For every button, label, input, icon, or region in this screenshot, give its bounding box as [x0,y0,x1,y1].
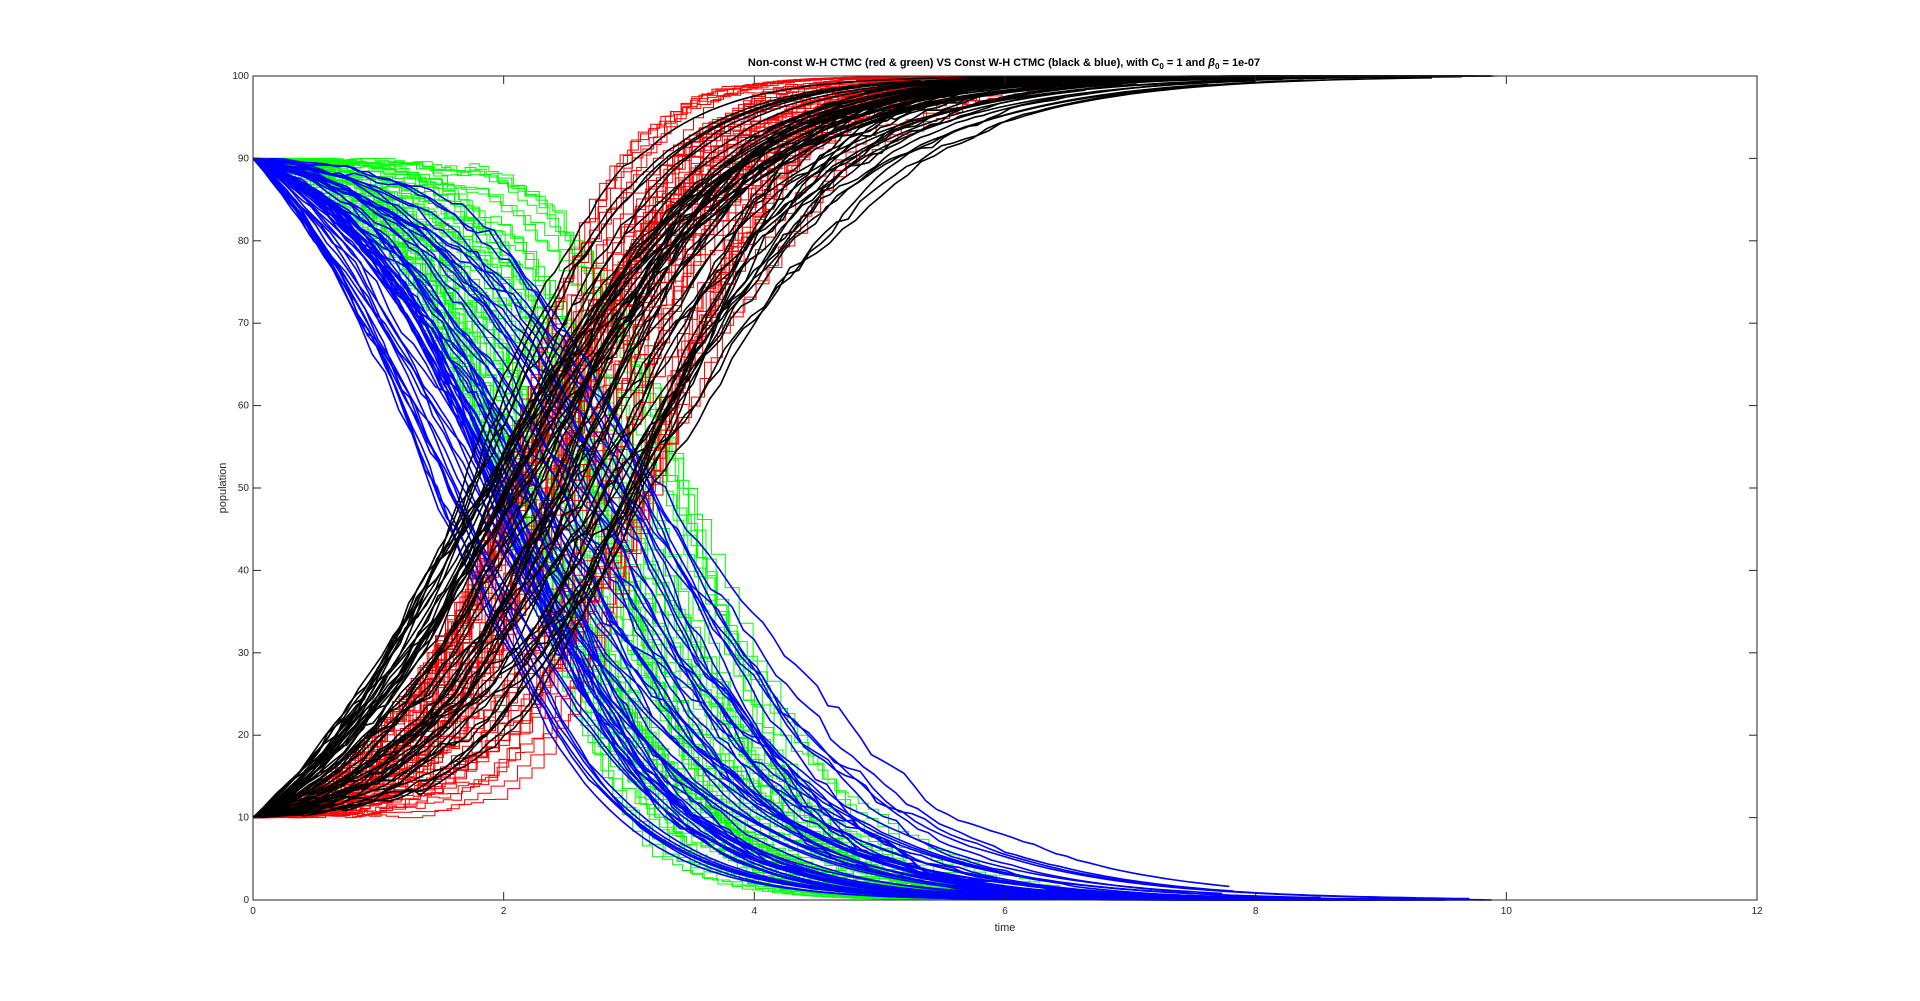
series-line [253,157,979,899]
title-end: = 1e-07 [1219,57,1260,69]
x-tick-label: 8 [1253,906,1259,917]
plot-area [253,75,1529,901]
series-line [253,87,956,819]
series-line [253,79,1326,819]
series-line [253,95,1065,819]
series-line [253,157,1244,900]
x-tick-label: 10 [1501,906,1513,917]
y-tick-label: 60 [238,401,250,412]
series-line [253,157,1252,900]
series-line [253,157,1321,899]
y-tick-label: 70 [238,318,250,329]
y-tick-label: 30 [238,648,250,659]
series-line [253,78,1283,819]
title-main: Non-const W-H CTMC (red & green) VS Cons… [748,57,1159,69]
series-line [253,157,1230,888]
title-beta: β [1207,57,1215,69]
series-line [253,157,1376,901]
x-tick-label: 6 [1002,906,1008,917]
title-mid: = 1 and [1164,57,1208,69]
series-line [253,78,1091,819]
series-line [253,157,1223,895]
series-line [253,77,1031,819]
series-line [253,75,1328,819]
axes: 0 2 4 6 8 10 12 0 10 20 30 40 50 60 70 80 90 100 [232,71,1763,917]
y-tick-label: 10 [238,813,250,824]
x-axis-label: time [995,922,1016,934]
series-line [253,80,1256,819]
x-tick-label: 12 [1751,906,1763,917]
series-line [253,75,1029,819]
y-tick-label: 100 [232,71,249,82]
y-tick-label: 40 [238,565,250,576]
series-line [253,157,1037,898]
series-line [253,77,1139,819]
chart-title: Non-const W-H CTMC (red & green) VS Cons… [748,57,1260,71]
title-sub-beta: 0 [1215,62,1220,71]
series-line [253,79,1256,819]
series-line [253,79,1304,819]
series-line [253,157,1034,898]
y-tick-label: 80 [238,236,250,247]
series-line [253,78,1186,819]
y-tick-label: 0 [243,895,249,906]
series-line [253,157,1234,892]
series-line [253,83,1123,819]
x-tick-label: 4 [752,906,758,917]
series-line [253,75,1274,819]
y-axis-label: population [217,463,229,514]
series-line [253,157,1031,897]
series-line [253,79,921,819]
series-line [253,157,1197,900]
series-line [253,157,1470,900]
y-tick-label: 90 [238,153,250,164]
y-tick-label: 20 [238,730,250,741]
y-tick-label: 50 [238,483,250,494]
series-line [253,75,1012,819]
title-sub-c: 0 [1159,62,1164,71]
x-tick-label: 0 [250,906,256,917]
series-line [253,78,1136,819]
series-line [253,157,1402,901]
x-tick-label: 2 [501,906,507,917]
